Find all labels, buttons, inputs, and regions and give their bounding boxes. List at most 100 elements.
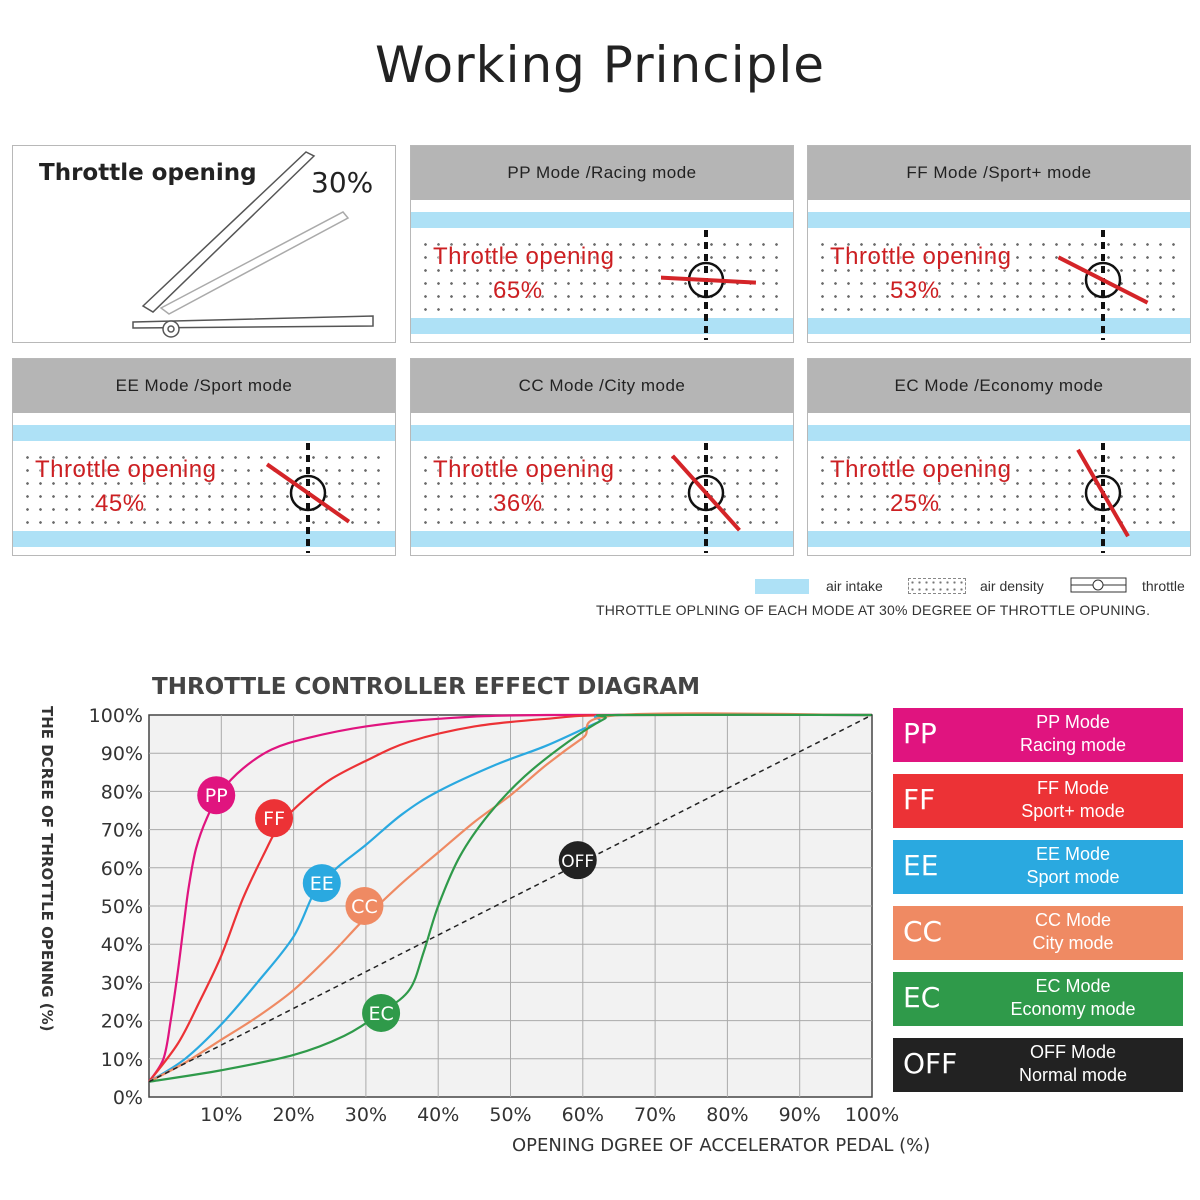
throttle-opening-percent: 25% (890, 490, 940, 517)
air-intake-band (13, 531, 395, 547)
mode-names: CC Mode City mode (963, 909, 1183, 955)
x-tick-label: 20% (272, 1104, 314, 1126)
air-density-swatch (908, 578, 966, 594)
air-intake-swatch (755, 579, 809, 594)
y-tick-label: 50% (101, 896, 143, 918)
x-axis-label: OPENING DGREE OF ACCELERATOR PEDAL (%) (512, 1135, 931, 1156)
mode-legend-box: CC CC Mode City mode (893, 906, 1183, 960)
mode-panel: EE Mode /Sport mode Throttle opening 45% (12, 358, 396, 556)
mode-desc: Normal mode (1018, 1065, 1128, 1085)
y-tick-label: 40% (101, 934, 143, 956)
mode-panel-header: EC Mode /Economy mode (808, 359, 1190, 413)
mode-desc: Sport mode (1026, 867, 1120, 887)
mode-names: FF Mode Sport+ mode (963, 777, 1183, 823)
marker-ec (362, 993, 401, 1032)
air-density-dots (816, 238, 1182, 330)
mode-legend-box: EC EC Mode Economy mode (893, 972, 1183, 1026)
air-intake-band (808, 531, 1190, 547)
throttle-opening-text: Throttle opening 45% (35, 453, 216, 521)
throttle-opening-text: Throttle opening 25% (830, 453, 1011, 521)
marker-label: OFF (561, 852, 594, 872)
mode-panel-body: Throttle opening 45% (13, 413, 395, 555)
mode-panel-body: Throttle opening 25% (808, 413, 1190, 555)
x-tick-label: 70% (634, 1104, 676, 1126)
plot-area (148, 714, 873, 1098)
y-tick-label: 100% (89, 705, 143, 727)
air-intake-band (411, 425, 793, 441)
air-density-dots (419, 238, 785, 330)
throttle-opening-percent: 45% (95, 490, 145, 517)
air-intake-band (808, 425, 1190, 441)
throttle-opening-label: Throttle opening (39, 160, 257, 186)
y-tick-label: 20% (101, 1011, 143, 1033)
mode-panel: CC Mode /City mode Throttle opening 36% (410, 358, 794, 556)
mode-panel-body: Throttle opening 65% (411, 200, 793, 342)
mode-name: EE Mode (1035, 844, 1111, 864)
mode-desc: City mode (1032, 933, 1114, 953)
mode-panel-header: CC Mode /City mode (411, 359, 793, 413)
throttle-opening-percent: 53% (890, 277, 940, 304)
marker-pp (197, 776, 236, 815)
accelerator-pedal-illustration (132, 151, 374, 338)
marker-label: FF (263, 808, 285, 830)
throttle-opening-label: Throttle opening (35, 456, 217, 483)
mode-abbr: CC (903, 915, 943, 948)
marker-off (558, 841, 597, 880)
marker-ee (302, 864, 341, 903)
mode-names: OFF Mode Normal mode (963, 1041, 1183, 1087)
air-intake-band (411, 318, 793, 334)
throttle-opening-percent: 65% (493, 277, 543, 304)
throttle-opening-text: Throttle opening 53% (830, 240, 1011, 308)
throttle-opening-panel: Throttle opening 30% (12, 145, 396, 343)
series-ff-line (148, 713, 873, 1083)
x-tick-label: 80% (706, 1104, 748, 1126)
mode-desc: Racing mode (1019, 735, 1127, 755)
y-tick-label: 0% (113, 1087, 143, 1109)
throttle-opening-label: Throttle opening (433, 243, 615, 270)
series-off-line (148, 714, 873, 1083)
mode-desc: Economy mode (1010, 999, 1136, 1019)
marker-label: CC (351, 896, 378, 918)
mode-panel: FF Mode /Sport+ mode Throttle opening 53… (807, 145, 1191, 343)
mode-name: EC Mode (1035, 976, 1111, 996)
mode-abbr: OFF (903, 1047, 958, 1080)
mode-name: OFF Mode (1029, 1042, 1117, 1062)
mode-panel-body: Throttle opening 53% (808, 200, 1190, 342)
throttle-opening-text: Throttle opening 65% (433, 240, 614, 308)
throttle-opening-text: Throttle opening 36% (433, 453, 614, 521)
marker-cc (345, 887, 384, 925)
y-tick-label: 90% (101, 743, 143, 765)
mode-panel-header: PP Mode /Racing mode (411, 146, 793, 200)
mode-name: CC Mode (1034, 910, 1112, 930)
x-tick-label: 40% (417, 1104, 459, 1126)
throttle-valve-icon (1058, 230, 1149, 340)
throttle-label: throttle (1142, 578, 1185, 594)
mode-abbr: PP (903, 717, 937, 750)
throttle-valve-icon (265, 443, 351, 553)
y-tick-label: 10% (101, 1049, 143, 1071)
y-tick-label: 70% (101, 820, 143, 842)
marker-label: PP (205, 785, 228, 807)
mode-legend-box: FF FF Mode Sport+ mode (893, 774, 1183, 828)
mode-desc: Sport+ mode (1021, 801, 1125, 821)
air-intake-band (411, 212, 793, 228)
x-tick-label: 50% (489, 1104, 531, 1126)
y-tick-label: 80% (101, 781, 143, 803)
diagram-title: THROTTLE CONTROLLER EFFECT DIAGRAM (152, 674, 701, 700)
page-title: Working Principle (374, 36, 825, 94)
air-intake-label: air intake (826, 578, 883, 594)
throttle-opening-label: Throttle opening (830, 243, 1012, 270)
mode-panel: PP Mode /Racing mode Throttle opening 65… (410, 145, 794, 343)
throttle-valve-icon (661, 230, 757, 340)
air-density-label: air density (980, 578, 1044, 594)
mode-panel: EC Mode /Economy mode Throttle opening 2… (807, 358, 1191, 556)
legend-caption: THROTTLE OPLNING OF EACH MODE AT 30% DEG… (596, 602, 1151, 618)
y-tick-label: 60% (101, 858, 143, 880)
throttle-symbol-icon (1070, 577, 1127, 593)
series-pp-line (148, 713, 873, 1083)
x-tick-label: 10% (200, 1104, 242, 1126)
series-ec-line (148, 713, 873, 1083)
air-intake-band (808, 318, 1190, 334)
x-tick-label: 100% (845, 1104, 899, 1126)
marker-ff (255, 799, 294, 838)
